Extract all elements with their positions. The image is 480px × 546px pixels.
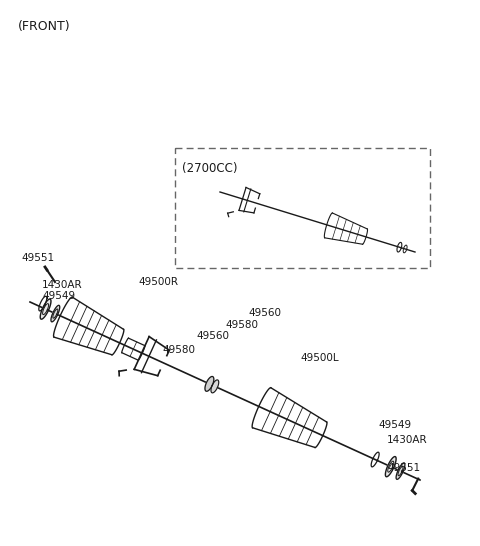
Text: 49549: 49549 xyxy=(42,291,75,301)
Polygon shape xyxy=(385,456,396,477)
Polygon shape xyxy=(40,299,51,319)
Text: 49551: 49551 xyxy=(387,463,420,473)
Text: 49560: 49560 xyxy=(196,331,229,341)
Text: 49500R: 49500R xyxy=(138,277,178,287)
Text: 49560: 49560 xyxy=(248,308,281,318)
Polygon shape xyxy=(205,377,214,391)
Polygon shape xyxy=(51,305,60,322)
Text: (FRONT): (FRONT) xyxy=(18,20,71,33)
Text: 49551: 49551 xyxy=(22,253,55,263)
Polygon shape xyxy=(396,463,405,479)
Text: 1430AR: 1430AR xyxy=(42,280,83,290)
Text: 49500L: 49500L xyxy=(300,353,338,363)
Text: 1430AR: 1430AR xyxy=(387,435,428,445)
Text: 49549: 49549 xyxy=(378,420,411,430)
Text: 49580: 49580 xyxy=(162,345,195,355)
Text: 49580: 49580 xyxy=(225,320,258,330)
Text: (2700CC): (2700CC) xyxy=(182,162,238,175)
Polygon shape xyxy=(211,380,219,393)
Bar xyxy=(175,148,430,268)
